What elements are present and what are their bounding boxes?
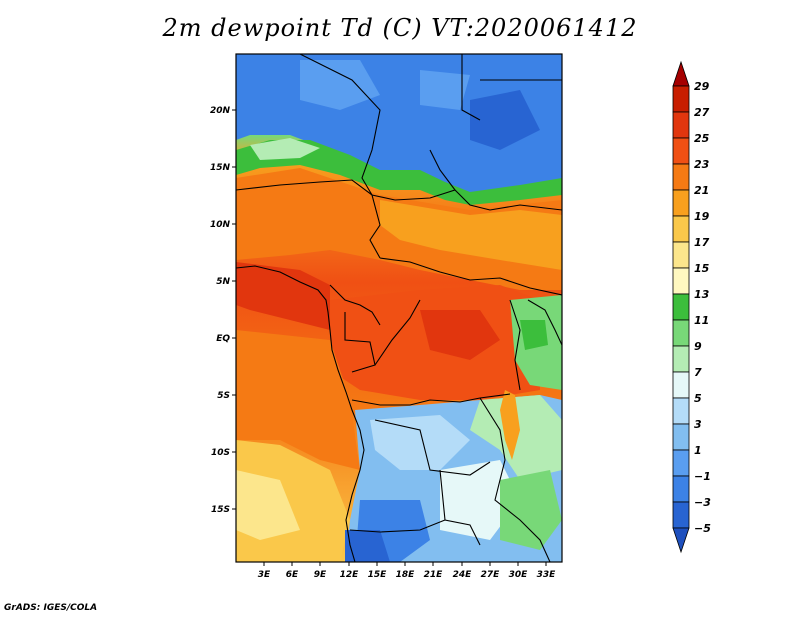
- dewpoint-field: [236, 54, 562, 562]
- lon-label: 6E: [286, 570, 299, 580]
- colorbar-swatch: [672, 319, 690, 347]
- colorbar-swatch: [672, 137, 690, 165]
- colorbar-swatch: [672, 111, 690, 139]
- colorbar-label: 5: [694, 392, 702, 405]
- colorbar-label: 25: [694, 132, 710, 145]
- lon-axis: 3E 6E 9E 12E 15E 18E 21E 24E 27E 30E 33E: [258, 570, 556, 580]
- colorbar-label: −1: [694, 470, 711, 483]
- colorbar-swatch: [672, 501, 690, 529]
- lat-label: 10N: [210, 220, 231, 230]
- lat-label: 5N: [216, 277, 230, 287]
- lat-label: 10S: [211, 448, 230, 458]
- lon-label: 33E: [537, 570, 557, 580]
- colorbar-swatch: [672, 215, 690, 243]
- colorbar-max-arrow: [672, 60, 690, 87]
- lon-ticks: [263, 562, 547, 566]
- lon-label: 30E: [509, 570, 529, 580]
- colorbar-label: −5: [694, 522, 711, 535]
- grads-credit: GrADS: IGES/COLA: [4, 603, 98, 613]
- map-frame: [235, 53, 563, 563]
- lon-label: 24E: [453, 570, 473, 580]
- lat-label: 15S: [211, 505, 230, 515]
- colorbar-label: 15: [694, 262, 710, 275]
- colorbar-label: 11: [694, 314, 709, 327]
- colorbar-swatch: [672, 241, 690, 269]
- colorbar-swatch: [672, 189, 690, 217]
- colorbar-swatch: [672, 267, 690, 295]
- colorbar-swatch: [672, 345, 690, 373]
- colorbar-swatch: [672, 449, 690, 477]
- colorbar-label: 1: [694, 444, 702, 457]
- colorbar-swatch: [672, 397, 690, 425]
- lon-label: 12E: [340, 570, 360, 580]
- colorbar-swatch: [672, 85, 690, 113]
- colorbar-label: 29: [694, 80, 710, 93]
- colorbar-swatch: [672, 163, 690, 191]
- lon-label: 15E: [368, 570, 388, 580]
- lat-label: 15N: [210, 163, 231, 173]
- lon-label: 18E: [396, 570, 416, 580]
- colorbar-label: 3: [694, 418, 702, 431]
- colorbar-label: 7: [694, 366, 702, 379]
- lon-label: 27E: [481, 570, 501, 580]
- colorbar: 29 27 25 23 21 19 17 15 13 11 9 7 5 3 1 −1 −3 −5: [672, 60, 711, 554]
- colorbar-swatch: [672, 293, 690, 321]
- colorbar-min-arrow: [672, 527, 690, 554]
- colorbar-label: 27: [694, 106, 710, 119]
- colorbar-label: 23: [694, 158, 710, 171]
- lat-label: 5S: [217, 391, 230, 401]
- country-borders: [236, 54, 562, 562]
- lat-label: 20N: [210, 106, 231, 116]
- colorbar-swatch: [672, 371, 690, 399]
- lat-axis: 20N 15N 10N 5N EQ 5S 10S 15S: [210, 106, 231, 515]
- lat-label: EQ: [216, 334, 230, 344]
- colorbar-swatch: [672, 423, 690, 451]
- map-title: 2m dewpoint Td (C) VT:2020061412: [162, 14, 638, 42]
- colorbar-label: 21: [694, 184, 709, 197]
- colorbar-label: 13: [694, 288, 710, 301]
- lon-label: 9E: [314, 570, 327, 580]
- lon-label: 3E: [258, 570, 271, 580]
- colorbar-swatch: [672, 475, 690, 503]
- colorbar-label: −3: [694, 496, 711, 509]
- lon-label: 21E: [424, 570, 444, 580]
- colorbar-label: 9: [694, 340, 702, 353]
- colorbar-label: 19: [694, 210, 710, 223]
- colorbar-label: 17: [694, 236, 710, 249]
- lat-ticks: [232, 109, 236, 510]
